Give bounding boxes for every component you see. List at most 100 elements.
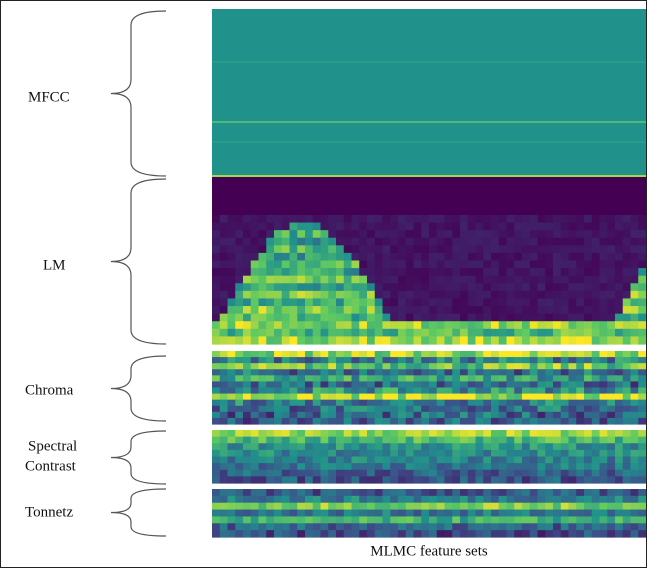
heatmap-cell: [467, 290, 477, 300]
heatmap-cell: [630, 393, 639, 401]
heatmap-cell: [514, 298, 523, 307]
heatmap-cell: [305, 430, 314, 438]
heatmap-cell: [336, 405, 345, 413]
heatmap-cell: [320, 530, 329, 538]
heatmap-cell: [599, 495, 608, 504]
heatmap-cell: [413, 298, 422, 307]
heatmap-cell: [336, 489, 345, 497]
heatmap-cell: [568, 275, 577, 284]
heatmap-cell: [576, 381, 585, 389]
heatmap-cell: [305, 411, 314, 419]
heatmap-cell: [343, 456, 353, 464]
heatmap-cell: [219, 268, 229, 277]
heatmap-cell: [367, 476, 376, 484]
heatmap-cell: [297, 275, 306, 284]
heatmap-cell: [312, 207, 322, 216]
heatmap-cell: [467, 411, 477, 419]
heatmap-cell: [460, 393, 469, 401]
heatmap-cell: [413, 313, 422, 322]
heatmap-cell: [599, 306, 608, 315]
heatmap-cell: [553, 328, 562, 338]
heatmap-cell: [266, 449, 275, 458]
heatmap-cell: [522, 469, 531, 477]
heatmap-cell: [560, 417, 570, 425]
heatmap-cell: [553, 387, 562, 395]
heatmap-cell: [343, 283, 353, 292]
heatmap-cell: [522, 328, 531, 338]
heatmap-cell: [374, 476, 384, 484]
heatmap-cell: [568, 443, 577, 451]
heatmap-cell: [336, 328, 345, 338]
heatmap-cell: [436, 252, 446, 262]
heatmap-cell: [320, 443, 329, 451]
heatmap-cell: [374, 230, 384, 239]
heatmap-cell: [460, 222, 469, 231]
heatmap-cell: [351, 357, 360, 364]
heatmap-cell: [227, 489, 236, 497]
heatmap-cell: [266, 405, 275, 413]
heatmap-cell: [498, 306, 508, 315]
heatmap-cell: [429, 430, 438, 438]
heatmap-cell: [281, 214, 291, 224]
heatmap-cell: [312, 369, 322, 376]
heatmap-cell: [235, 222, 244, 231]
heatmap-cell: [460, 298, 469, 307]
heatmap-cell: [630, 245, 639, 254]
heatmap-cell: [522, 230, 531, 239]
heatmap-cell: [351, 476, 360, 484]
heatmap-cell: [289, 463, 298, 471]
heatmap-cell: [475, 430, 484, 438]
heatmap-cell: [227, 516, 236, 524]
heatmap-cell: [305, 469, 314, 477]
heatmap-cell: [560, 523, 570, 531]
heatmap-cell: [537, 306, 546, 315]
heatmap-cell: [638, 328, 646, 338]
heatmap-cell: [274, 502, 283, 511]
heatmap-cell: [568, 290, 577, 300]
heatmap-cell: [607, 476, 616, 484]
heatmap-cell: [529, 443, 539, 451]
heatmap-cell: [297, 509, 306, 518]
heatmap-cell: [483, 192, 492, 201]
heatmap-cell: [444, 375, 453, 383]
heatmap-cell: [367, 523, 376, 531]
heatmap-cell: [274, 375, 283, 383]
heatmap-cell: [560, 489, 570, 497]
heatmap-cell: [336, 463, 345, 471]
heatmap-cell: [367, 260, 376, 269]
heatmap-cell: [460, 283, 469, 292]
heatmap-cell: [467, 298, 477, 307]
heatmap-cell: [498, 283, 508, 292]
heatmap-cell: [514, 393, 523, 401]
heatmap-cell: [227, 230, 236, 239]
heatmap-cell: [312, 237, 322, 246]
heatmap-cell: [281, 530, 291, 538]
heatmap-cell: [320, 393, 329, 401]
heatmap-cell: [320, 399, 329, 407]
heatmap-cell: [219, 417, 229, 425]
heatmap-cell: [560, 357, 570, 364]
heatmap-cell: [312, 430, 322, 438]
heatmap-cell: [382, 375, 391, 383]
heatmap-cell: [421, 363, 430, 370]
heatmap-cell: [498, 509, 508, 518]
heatmap-cell: [281, 357, 291, 364]
heatmap-cell: [522, 298, 531, 307]
heatmap-cell: [336, 443, 345, 451]
heatmap-cell: [274, 283, 283, 292]
heatmap-cell: [227, 495, 236, 504]
heatmap-cell: [351, 207, 360, 216]
heatmap-cell: [599, 502, 608, 511]
heatmap-cell: [498, 516, 508, 524]
heatmap-cell: [320, 321, 329, 330]
heatmap-cell: [591, 456, 601, 464]
heatmap-cell: [452, 456, 461, 464]
heatmap-cell: [568, 222, 577, 231]
heatmap-cell: [413, 207, 422, 216]
heatmap-cell: [452, 443, 461, 451]
heatmap-cell: [522, 222, 531, 231]
heatmap-cell: [638, 523, 646, 531]
heatmap-cell: [444, 381, 453, 389]
heatmap-cell: [212, 252, 221, 262]
